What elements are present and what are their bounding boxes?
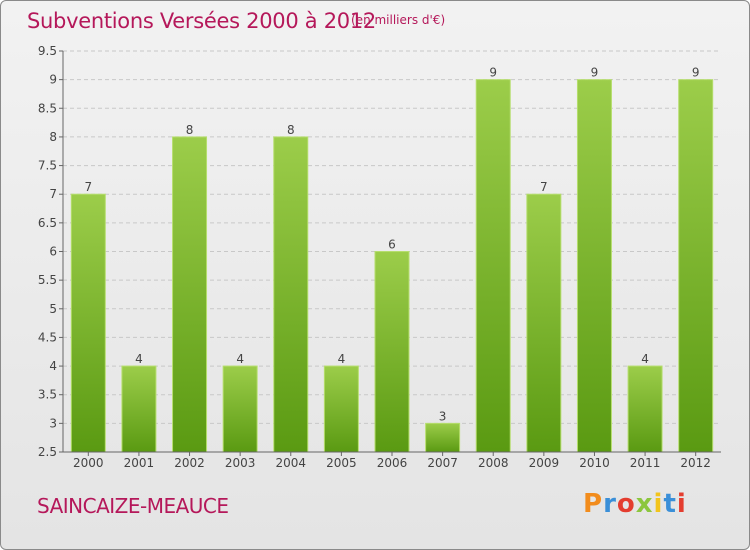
proxiti-logo: Proxiti [583,489,687,519]
bar-2005 [323,365,359,453]
bar-value-label: 9 [692,66,700,80]
bar-2001 [121,365,157,453]
logo-letter: r [603,489,617,519]
bar-2007 [425,422,461,453]
y-tick-label: 4 [49,359,57,373]
y-tick-label: 9 [49,73,57,87]
x-tick-label: 2006 [377,456,408,470]
y-tick-label: 6 [49,245,57,259]
y-tick-label: 8.5 [38,101,57,115]
x-tick-label: 2003 [225,456,256,470]
bar-2002 [172,136,208,453]
bar-value-label: 4 [641,352,649,366]
bar-value-label: 7 [84,180,92,194]
x-tick-label: 2010 [579,456,610,470]
y-tick-label: 8 [49,130,57,144]
y-tick-label: 2.5 [38,445,57,459]
logo-letter: o [616,489,636,519]
bar-2003 [222,365,258,453]
x-tick-label: 2001 [124,456,155,470]
bar-value-label: 4 [338,352,346,366]
bar-2004 [273,136,309,453]
y-tick-label: 5.5 [38,273,57,287]
axes: 2.5 3 3.5 4 4.5 5 5.5 6 6.5 7 7.5 8 8.5 9 9.5 2000 2001 2… [38,44,721,470]
bar-value-label: 3 [439,409,447,423]
y-tick-label: 5 [49,302,57,316]
chart-subtitle: (en milliers d'€) [351,13,446,27]
bar-value-label: 9 [591,66,599,80]
y-tick-label: 3.5 [38,388,57,402]
x-tick-label: 2004 [275,456,306,470]
y-tick-label: 7.5 [38,159,57,173]
x-tick-label: 2009 [529,456,560,470]
bar-value-label: 7 [540,180,548,194]
x-tick-label: 2002 [174,456,205,470]
bar-2011 [627,365,663,453]
bar-2010 [576,79,612,453]
chart-title: Subventions Versées 2000 à 2012 [27,9,376,33]
y-tick-label: 6.5 [38,216,57,230]
logo-letter: i [653,489,664,519]
bar-2008 [475,79,511,453]
x-tick-label: 2005 [326,456,357,470]
y-tick-label: 4.5 [38,330,57,344]
x-tick-label: 2011 [630,456,661,470]
logo-letter: i [676,489,687,519]
y-tick-label: 7 [49,187,57,201]
bar-2000 [70,193,106,453]
bar-value-label: 9 [489,66,497,80]
commune-name: SAINCAIZE-MEAUCE [37,494,229,518]
bar-2012 [678,79,714,453]
x-tick-label: 2008 [478,456,509,470]
bar-value-label: 6 [388,238,396,252]
logo-letter: t [663,489,677,519]
bar-value-label: 8 [186,123,194,137]
bar-2009 [526,193,562,453]
bar-value-label: 8 [287,123,295,137]
x-tick-label: 2012 [680,456,711,470]
bar-2006 [374,251,410,453]
y-tick-label: 3 [49,416,57,430]
y-tick-label: 9.5 [38,44,57,58]
x-tick-label: 2007 [427,456,458,470]
bar-value-label: 4 [236,352,244,366]
bars: 7 4 8 4 8 4 6 3 9 7 9 4 9 [70,66,714,453]
x-tick-label: 2000 [73,456,104,470]
logo-letter: P [583,489,604,519]
logo-letter: x [635,489,654,519]
bar-value-label: 4 [135,352,143,366]
